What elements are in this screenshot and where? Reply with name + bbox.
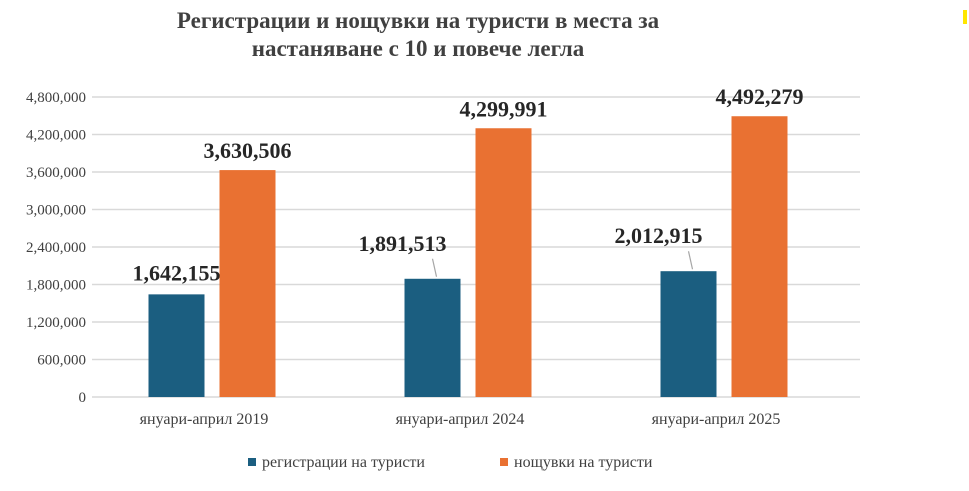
y-tick-label: 2,400,000 bbox=[26, 240, 86, 256]
bar-registrations[interactable] bbox=[148, 294, 205, 397]
y-tick-label: 3,600,000 bbox=[26, 165, 86, 181]
data-label: 2,012,915 bbox=[615, 223, 703, 248]
y-tick-label: 1,200,000 bbox=[26, 315, 86, 331]
x-tick-label: януари-април 2025 bbox=[652, 411, 781, 428]
legend-swatch bbox=[500, 458, 508, 466]
chart-title-line-2: настаняване с 10 и повече легла bbox=[252, 36, 585, 61]
yellow-marker bbox=[963, 10, 967, 24]
bar-registrations[interactable] bbox=[660, 271, 717, 397]
data-label: 1,642,155 bbox=[133, 260, 221, 285]
y-tick-label: 4,200,000 bbox=[26, 128, 86, 144]
leader-line bbox=[431, 258, 438, 277]
y-tick-label: 3,000,000 bbox=[26, 203, 86, 219]
chart-title-line-1: Регистрации и нощувки на туристи в места… bbox=[177, 8, 660, 33]
legend-label: нощувки на туристи bbox=[514, 454, 653, 471]
bar-overnights[interactable] bbox=[731, 116, 788, 398]
y-tick-label: 1,800,000 bbox=[26, 278, 86, 294]
y-tick-label: 0 bbox=[79, 390, 87, 406]
bar-overnights[interactable] bbox=[219, 170, 276, 397]
y-tick-label: 600,000 bbox=[37, 353, 86, 369]
legend-label: регистрации на туристи bbox=[262, 454, 425, 471]
leader-line bbox=[687, 251, 694, 270]
x-tick-label: януари-април 2024 bbox=[396, 411, 525, 428]
bar-registrations[interactable] bbox=[404, 278, 461, 397]
y-tick-label: 4,800,000 bbox=[26, 90, 86, 106]
legend-swatch bbox=[248, 458, 256, 466]
bar-overnights[interactable] bbox=[475, 128, 532, 398]
x-tick-label: януари-април 2019 bbox=[140, 411, 269, 428]
data-label: 4,492,279 bbox=[716, 84, 804, 109]
data-label: 4,299,991 bbox=[460, 96, 548, 121]
data-label: 1,891,513 bbox=[359, 231, 447, 256]
data-label: 3,630,506 bbox=[204, 138, 292, 163]
